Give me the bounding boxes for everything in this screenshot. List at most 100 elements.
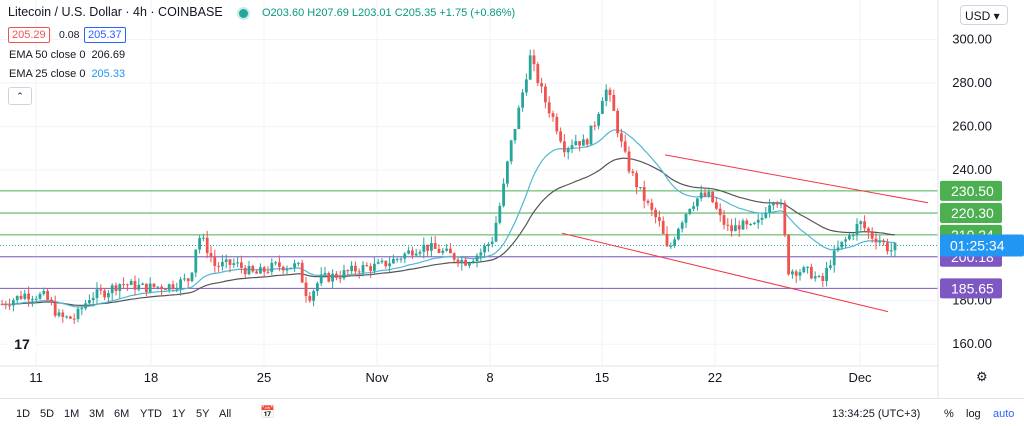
candle-body [312,291,315,301]
candle [129,278,133,286]
range-button-3m[interactable]: 3M [89,408,105,420]
candle-body [734,225,737,232]
candle-body [437,248,441,253]
candle-body [15,295,19,301]
candle [411,246,414,259]
candle [768,199,771,218]
candle-body [483,245,486,253]
candle-body [126,284,129,286]
candle [521,89,524,112]
candle [608,87,612,102]
range-button-1d[interactable]: 1D [16,408,31,420]
candle [760,213,764,225]
candle [810,263,813,280]
candle-body [399,258,403,260]
trend-channel[interactable] [561,154,929,313]
range-button-1m[interactable]: 1M [64,408,80,420]
candle [623,134,627,154]
candle-body [91,297,95,301]
candle [338,270,342,283]
chevron-up-icon[interactable]: ⌃ [8,87,32,105]
candle [281,265,285,275]
candle-body [297,262,300,264]
candle [99,284,103,295]
candle-body [46,290,49,300]
auto-toggle[interactable]: auto [993,408,1015,420]
candle [540,77,543,94]
candle-body [654,209,657,218]
candle-body [585,139,589,145]
log-toggle[interactable]: log [966,408,981,420]
candle-body [65,316,68,318]
countdown-badge-bg [940,234,1024,257]
candle [8,298,11,310]
candle-body [749,223,752,225]
gear-icon[interactable]: ⚙ [976,369,988,384]
candle [688,208,692,216]
level-badge-bg [940,180,1002,201]
candle-body [61,312,65,318]
percent-toggle[interactable]: % [944,408,954,420]
candle [399,256,403,263]
clock-time[interactable]: 13:34:25 (UTC+3) [832,408,921,420]
sell-price[interactable]: 205.29 [8,27,50,43]
candle-body [851,235,855,237]
candle [658,210,661,227]
horizontal-levels[interactable] [0,190,938,289]
range-button-ytd[interactable]: YTD [140,408,162,420]
candle-body [8,305,11,307]
candle-body [72,318,76,320]
ema50-legend[interactable]: EMA 50 close 0 206.69 [9,49,125,61]
symbol-title[interactable]: Litecoin / U.S. Dollar · 4h · COINBASE [8,5,223,19]
candle [707,187,711,199]
buy-price[interactable]: 205.37 [84,27,126,43]
level-badge: 230.50 [940,180,1002,201]
candle [680,220,684,233]
candle-body [354,265,357,272]
currency-select[interactable]: USD ▾ [960,5,1008,25]
candle-body [715,202,718,209]
candle-body [392,258,395,264]
ema50-label: EMA 50 close 0 [9,49,86,61]
candle-body [95,289,99,298]
level-badge-label: 220.30 [951,205,994,221]
candle [243,265,247,278]
candle-body [768,205,771,213]
ema25-legend[interactable]: EMA 25 close 0 205.33 [9,68,125,80]
candle-body [449,248,452,254]
candle [213,249,217,273]
candle [369,263,372,278]
candle-body [12,300,15,306]
candle-body [760,217,764,220]
candle-body [620,133,623,142]
candle-body [342,270,346,279]
candle [190,272,194,283]
candle-body [551,113,555,117]
moving-averages [1,129,896,308]
candle-body [578,141,581,146]
range-button-1y[interactable]: 1Y [172,408,186,420]
range-button-5d[interactable]: 5D [40,408,55,420]
candle [665,226,669,248]
candle [464,257,467,267]
axes[interactable]: 160.00180.00200.00220.00240.00260.00280.… [0,0,992,398]
candle [764,207,768,220]
candles [0,49,897,325]
candle-body [829,265,832,268]
candle [604,84,608,107]
y-tick-label: 260.00 [952,119,992,134]
candle-body [27,293,30,300]
candle [506,160,509,188]
range-button-5y[interactable]: 5Y [196,408,210,420]
candle-body [570,145,574,149]
candle-body [50,299,53,303]
candle-body [642,187,646,201]
candle-body [783,203,787,235]
calendar-icon[interactable]: 📅 [260,405,275,419]
candle [91,292,95,307]
candle-body [893,242,897,251]
range-button-6m[interactable]: 6M [114,408,130,420]
tradingview-logo-icon[interactable]: 17 [8,334,36,354]
range-button-all[interactable]: All [219,408,232,420]
